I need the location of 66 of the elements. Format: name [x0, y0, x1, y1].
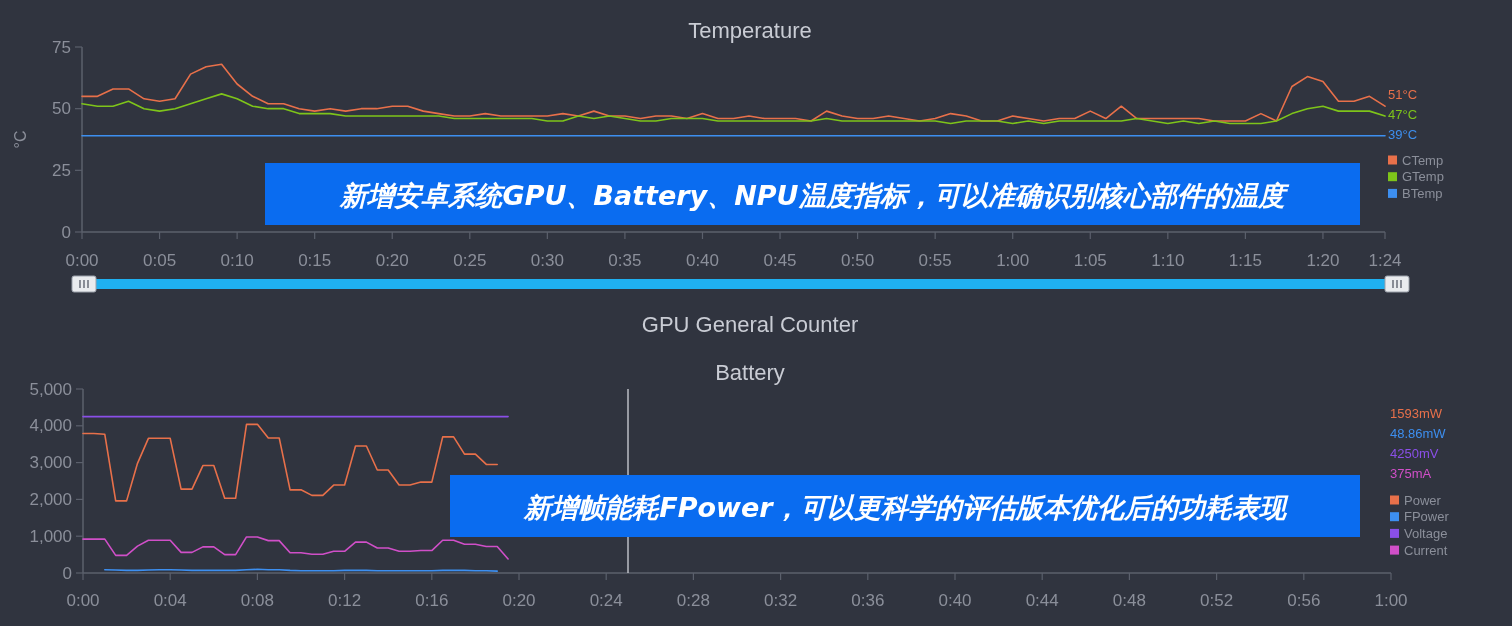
x-tick-label: 0:40 — [685, 250, 720, 270]
x-tick-label: 0:08 — [240, 590, 274, 610]
banner: 新增安卓系统GPU、Battery、NPU温度指标，可以准确识别核心部件的温度 — [265, 163, 1360, 225]
y-tick-label: 0 — [61, 222, 71, 242]
legend-label: FPower — [1404, 509, 1450, 525]
text: 39°C — [1388, 126, 1418, 142]
y-tick-label: 5,000 — [29, 379, 72, 399]
x-tick-label: 0:04 — [153, 590, 187, 610]
x-tick-label: 0:50 — [841, 250, 875, 270]
x-tick-label: 1:00 — [996, 250, 1030, 270]
x-tick-label: 0:16 — [415, 590, 449, 610]
annotation: 375mA — [1390, 465, 1432, 481]
annotation: 新增帧能耗FPower，可以更科学的评估版本优化后的功耗表现 — [523, 491, 1289, 523]
text: 47°C — [1388, 106, 1418, 122]
x-tick-label: 0:45 — [763, 250, 797, 270]
x-tick-label: 0:25 — [453, 250, 487, 270]
annotation: 新增安卓系统GPU、Battery、NPU温度指标，可以准确识别核心部件的温度 — [339, 179, 1290, 211]
y-tick-label: 0 — [62, 563, 72, 583]
legend-label: CTemp — [1402, 152, 1444, 168]
x-tick-label: 0:20 — [502, 590, 536, 610]
annotation: 1593mW — [1390, 405, 1443, 421]
y-tick-label: 25 — [52, 160, 71, 180]
x-tick-label: 0:55 — [918, 250, 952, 270]
legend-label: GTemp — [1402, 169, 1444, 185]
y-tick-label: 4,000 — [29, 416, 72, 436]
legend-label: Current — [1404, 542, 1448, 558]
x-tick-label: 0:15 — [298, 250, 332, 270]
y-tick-label: 50 — [52, 99, 71, 119]
x-tick-label: 1:24 — [1368, 250, 1402, 270]
banner: 新增帧能耗FPower，可以更科学的评估版本优化后的功耗表现 — [450, 475, 1360, 537]
x-tick-label: 1:10 — [1151, 250, 1185, 270]
chart-title: Temperature — [688, 17, 812, 43]
legend-label: Power — [1404, 492, 1442, 508]
chart-title: Battery — [715, 359, 785, 385]
x-tick-label: 0:28 — [676, 590, 710, 610]
x-tick-label: 1:15 — [1228, 250, 1262, 270]
x-tick-label: 0:52 — [1200, 590, 1234, 610]
x-tick-label: 0:00 — [66, 590, 100, 610]
x-tick-label: 0:48 — [1112, 590, 1146, 610]
y-tick-label: 75 — [52, 37, 71, 57]
x-tick-label: 0:24 — [589, 590, 623, 610]
y-tick-label: 1,000 — [29, 526, 72, 546]
x-tick-label: 0:20 — [375, 250, 409, 270]
y-tick-label: 3,000 — [29, 453, 72, 473]
legend-label: Voltage — [1404, 525, 1448, 541]
x-tick-label: 0:40 — [938, 590, 972, 610]
x-tick-label: 0:44 — [1025, 590, 1059, 610]
x-tick-label: 0:36 — [851, 590, 885, 610]
y-tick-label: 2,000 — [29, 489, 72, 509]
legend-label: BTemp — [1402, 185, 1443, 201]
annotation: 4250mV — [1390, 445, 1439, 461]
x-tick-label: 0:30 — [530, 250, 564, 270]
x-tick-label: 0:00 — [65, 250, 99, 270]
x-tick-label: 0:56 — [1287, 590, 1321, 610]
text: 51°C — [1388, 86, 1418, 102]
x-tick-label: 0:35 — [608, 250, 642, 270]
annotation: 48.86mW — [1390, 425, 1447, 441]
y-axis-title: °C — [11, 130, 29, 149]
x-tick-label: 0:10 — [220, 250, 254, 270]
x-tick-label: 1:20 — [1306, 250, 1340, 270]
x-tick-label: 1:05 — [1073, 250, 1107, 270]
x-tick-label: 1:00 — [1374, 590, 1408, 610]
x-tick-label: 0:32 — [764, 590, 798, 610]
text: GPU General Counter — [641, 311, 859, 337]
x-tick-label: 0:12 — [328, 590, 362, 610]
x-tick-label: 0:05 — [143, 250, 177, 270]
